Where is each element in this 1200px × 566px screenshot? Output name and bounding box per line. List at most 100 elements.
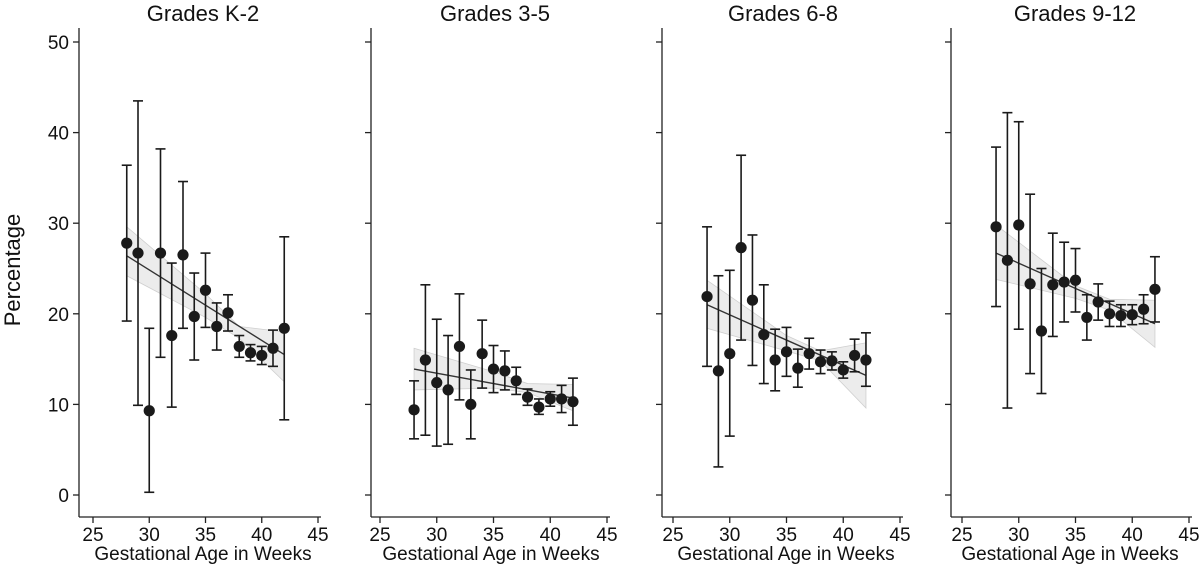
data-point bbox=[521, 391, 534, 403]
x-axis-title: Gestational Age in Weeks bbox=[961, 544, 1178, 565]
data-point bbox=[556, 393, 568, 405]
x-tick-label: 45 bbox=[889, 525, 910, 546]
data-point bbox=[177, 249, 189, 261]
data-point bbox=[132, 247, 144, 259]
panel-grades-9-12: Grades 9-12 Gestational Age in Weeks 25 3… bbox=[945, 1, 1200, 565]
x-tick-label: 25 bbox=[369, 525, 390, 546]
data-point bbox=[244, 347, 257, 359]
data-point bbox=[701, 290, 713, 303]
x-tick-label: 35 bbox=[776, 525, 797, 546]
data-point bbox=[712, 365, 725, 377]
panel-title: Grades 6-8 bbox=[728, 1, 838, 26]
data-point bbox=[121, 237, 133, 249]
panel-title: Grades K-2 bbox=[147, 1, 260, 26]
y-tick-label: 40 bbox=[48, 124, 69, 145]
data-point bbox=[267, 342, 279, 354]
data-point bbox=[1138, 303, 1150, 315]
data-point bbox=[1149, 283, 1161, 295]
data-point bbox=[724, 348, 736, 360]
data-point bbox=[533, 401, 545, 413]
data-point bbox=[256, 349, 268, 362]
x-tick-label: 25 bbox=[82, 525, 103, 546]
data-point bbox=[510, 375, 522, 387]
data-point bbox=[166, 329, 178, 342]
data-point bbox=[814, 356, 827, 368]
x-tick-label: 45 bbox=[596, 525, 617, 546]
data-point bbox=[419, 354, 431, 366]
data-point bbox=[1035, 325, 1048, 337]
data-point bbox=[476, 348, 488, 360]
y-tick-label: 10 bbox=[48, 395, 69, 416]
x-tick-label: 30 bbox=[719, 525, 740, 546]
x-tick-label: 40 bbox=[833, 525, 854, 546]
data-point bbox=[1092, 296, 1104, 308]
data-point bbox=[1013, 219, 1025, 231]
x-tick-label: 35 bbox=[483, 525, 504, 546]
data-point bbox=[233, 340, 245, 353]
data-point bbox=[154, 247, 167, 259]
data-point bbox=[211, 320, 223, 333]
data-point bbox=[837, 364, 849, 376]
data-point bbox=[278, 322, 290, 334]
panel-title: Grades 3-5 bbox=[440, 1, 550, 26]
data-point bbox=[1024, 278, 1036, 290]
data-point bbox=[849, 349, 861, 362]
data-point bbox=[1126, 309, 1138, 321]
data-point bbox=[199, 284, 212, 296]
x-tick-label: 35 bbox=[1065, 525, 1086, 546]
data-point bbox=[188, 310, 200, 323]
data-point bbox=[567, 396, 579, 408]
x-tick-label: 30 bbox=[1008, 525, 1029, 546]
data-point bbox=[499, 365, 511, 377]
data-point bbox=[758, 329, 770, 341]
data-point bbox=[408, 404, 420, 416]
data-point bbox=[1081, 311, 1093, 324]
y-tick-label: 30 bbox=[48, 214, 69, 235]
data-point bbox=[442, 384, 454, 396]
data-point bbox=[746, 294, 759, 306]
y-axis-title: Percentage bbox=[0, 214, 25, 327]
data-point bbox=[465, 398, 477, 410]
x-axis-title: Gestational Age in Weeks bbox=[94, 544, 311, 565]
x-tick-label: 35 bbox=[195, 525, 216, 546]
x-tick-label: 45 bbox=[1178, 525, 1199, 546]
data-point bbox=[803, 348, 815, 360]
y-tick-label: 20 bbox=[48, 305, 69, 326]
data-point bbox=[826, 355, 838, 367]
data-point bbox=[544, 393, 556, 405]
y-tick-label: 50 bbox=[48, 33, 69, 54]
data-point bbox=[780, 346, 793, 358]
data-point bbox=[1058, 276, 1070, 288]
x-tick-label: 30 bbox=[139, 525, 160, 546]
data-point bbox=[143, 405, 155, 417]
data-point bbox=[860, 354, 872, 366]
x-axis-title: Gestational Age in Weeks bbox=[382, 544, 599, 565]
x-tick-label: 25 bbox=[951, 525, 972, 546]
data-point bbox=[990, 221, 1002, 233]
data-point bbox=[1069, 274, 1082, 286]
data-point bbox=[735, 242, 747, 254]
panel-title: Grades 9-12 bbox=[1014, 1, 1136, 26]
data-point bbox=[222, 307, 234, 319]
data-point bbox=[1103, 308, 1116, 320]
data-point bbox=[1047, 279, 1059, 291]
data-point bbox=[1001, 254, 1014, 266]
data-point bbox=[792, 362, 804, 374]
data-point bbox=[431, 377, 443, 389]
panel-grades-3-5: Grades 3-5 Gestational Age in Weeks 25 30… bbox=[365, 1, 618, 565]
x-axis-title: Gestational Age in Weeks bbox=[677, 544, 894, 565]
data-point bbox=[487, 363, 500, 375]
x-tick-label: 40 bbox=[1122, 525, 1143, 546]
data-point bbox=[769, 354, 781, 366]
data-point bbox=[453, 340, 466, 353]
panel-grades-k-2: Grades K-2 Gestational Age in Weeks 0 10 2… bbox=[48, 1, 329, 565]
x-tick-label: 40 bbox=[251, 525, 272, 546]
x-tick-label: 40 bbox=[540, 525, 561, 546]
x-tick-label: 25 bbox=[662, 525, 683, 546]
data-point bbox=[1115, 310, 1127, 322]
y-tick-label: 0 bbox=[58, 486, 69, 507]
x-tick-label: 30 bbox=[426, 525, 447, 546]
x-tick-label: 45 bbox=[307, 525, 328, 546]
panel-grades-6-8: Grades 6-8 Gestational Age in Weeks 25 30… bbox=[656, 1, 911, 565]
